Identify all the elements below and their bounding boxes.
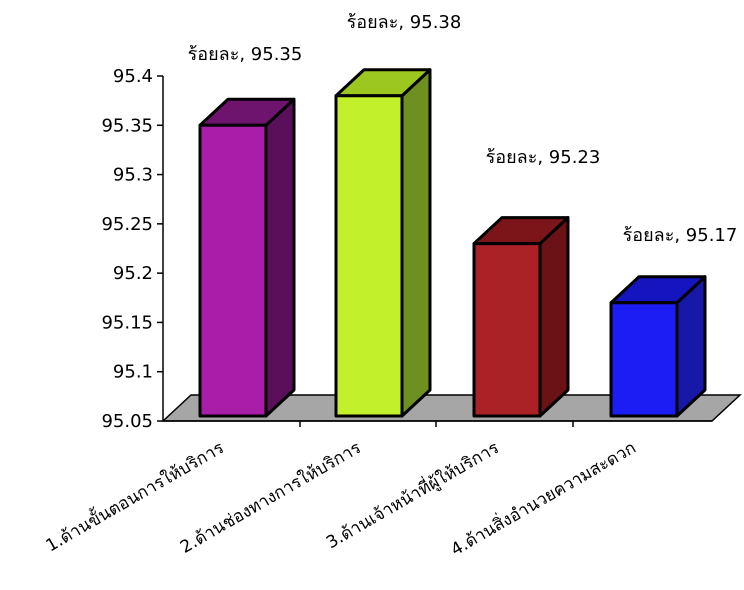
y-tick-label: 95.2 xyxy=(113,263,153,284)
y-tick-label: 95.4 xyxy=(113,66,153,87)
y-tick-label: 95.15 xyxy=(101,312,153,333)
bar-side xyxy=(264,97,296,418)
data-label: ร้อยละ, 95.38 xyxy=(347,12,462,33)
data-label: ร้อยละ, 95.35 xyxy=(188,44,303,65)
y-tick-label: 95.3 xyxy=(113,165,153,186)
y-tick-label: 95.1 xyxy=(113,362,153,383)
bar xyxy=(609,301,679,418)
data-label: ร้อยละ, 95.17 xyxy=(623,225,738,246)
bar xyxy=(198,123,268,418)
y-tick-label: 95.05 xyxy=(101,411,153,432)
y-tick-label: 95.25 xyxy=(101,214,153,235)
bar-side xyxy=(538,216,570,418)
y-tick-label: 95.35 xyxy=(101,115,153,136)
bar-side xyxy=(400,68,432,418)
bar xyxy=(472,242,542,418)
bar xyxy=(334,94,404,418)
data-label: ร้อยละ, 95.23 xyxy=(486,147,601,168)
